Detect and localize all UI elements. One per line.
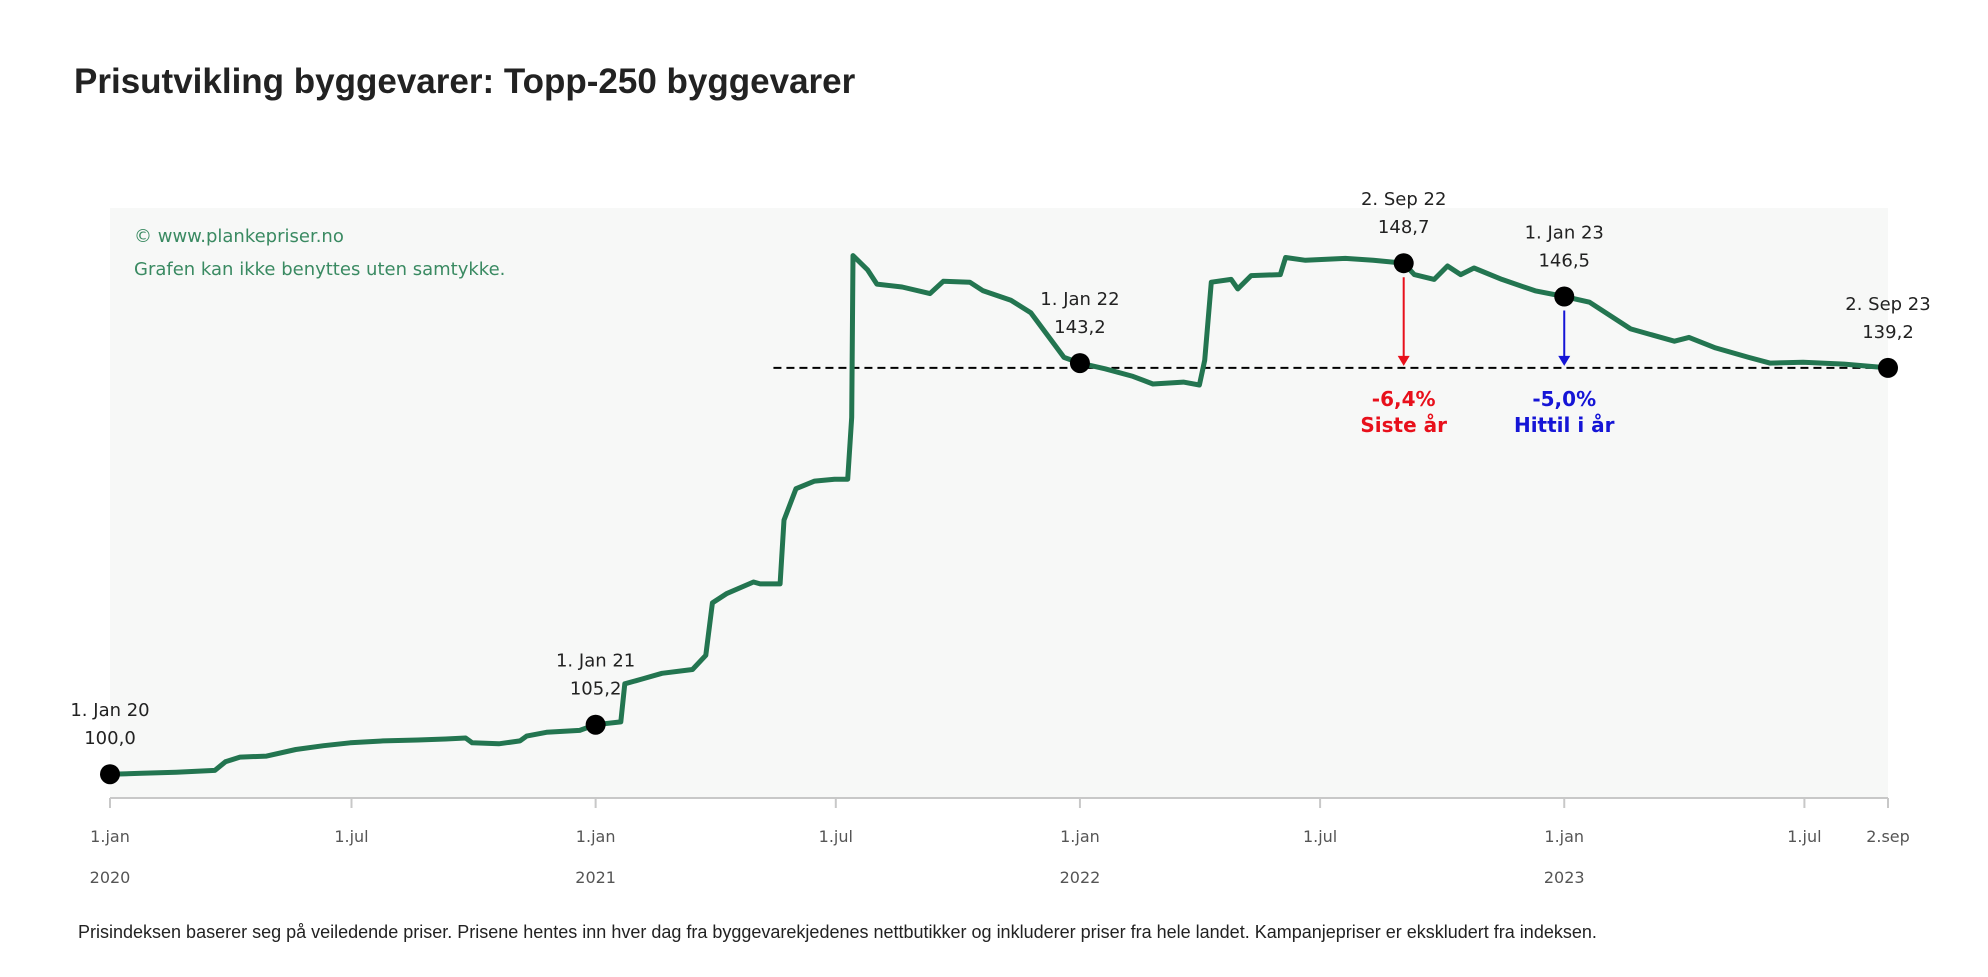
price-series	[107, 253, 1891, 777]
watermark-url: © www.plankepriser.no	[134, 226, 344, 247]
change-period-label: Hittil i år	[1514, 413, 1615, 437]
marker-value-label: 105,2	[570, 679, 622, 700]
x-tick-label: 1.jul	[1303, 827, 1337, 846]
marker-date-label: 1. Jan 21	[556, 651, 635, 672]
x-year-label: 2021	[575, 868, 616, 887]
series-line	[107, 253, 1891, 777]
change-percent-label: -5,0%	[1532, 387, 1596, 411]
x-tick-label: 1.jul	[1787, 827, 1821, 846]
marker-date-label: 2. Sep 23	[1845, 294, 1930, 315]
change-arrow-head	[1558, 355, 1571, 366]
x-tick-label: 1.jul	[334, 827, 368, 846]
footnote: Prisindeksen baserer seg på veiledende p…	[78, 922, 1597, 942]
change-annotations: -6,4%Siste år -5,0%Hittil i år	[1360, 277, 1615, 437]
change-percent-label: -6,4%	[1372, 387, 1436, 411]
marker-value-label: 139,2	[1862, 322, 1914, 343]
marker-value-label: 148,7	[1378, 217, 1430, 238]
x-year-label: 2022	[1060, 868, 1101, 887]
marker-value-label: 146,5	[1538, 251, 1590, 272]
x-tick-label: 1.jul	[819, 827, 853, 846]
marker-dot	[1069, 353, 1090, 374]
marker-dot	[585, 714, 606, 735]
x-year-label: 2023	[1544, 868, 1585, 887]
x-tick-label: 1.jan	[90, 827, 130, 846]
marker-dot	[100, 764, 120, 785]
marker-dot	[1393, 253, 1414, 274]
chart-title: Prisutvikling byggevarer: Topp-250 bygge…	[74, 62, 856, 101]
marker-value-label: 143,2	[1054, 317, 1106, 338]
x-tick-label: 1.jan	[576, 827, 616, 846]
marker-date-label: 1. Jan 20	[70, 700, 149, 721]
marker-dot	[1878, 357, 1898, 378]
marker-value-label: 100,0	[84, 728, 136, 749]
marker-dot	[1554, 286, 1575, 307]
marker-date-label: 1. Jan 22	[1040, 289, 1119, 310]
x-year-label: 2020	[90, 868, 131, 887]
x-tick-label: 1.jan	[1544, 827, 1584, 846]
markers: 1. Jan 20 100,0 1. Jan 21 105,2 1. Jan 22 143…	[70, 189, 1931, 785]
watermark-notice: Grafen kan ikke benyttes uten samtykke.	[134, 259, 505, 280]
x-tick-label: 2.sep	[1866, 827, 1910, 846]
x-tick-label: 1.jan	[1060, 827, 1100, 846]
change-period-label: Siste år	[1360, 413, 1447, 437]
change-arrow-head	[1397, 355, 1410, 366]
marker-date-label: 2. Sep 22	[1361, 189, 1446, 210]
marker-date-label: 1. Jan 23	[1525, 223, 1604, 244]
x-axis: 1.jan 2020 1.jul 1.jan 2021 1.jul 1.jan 2022 1.j…	[90, 797, 1910, 887]
